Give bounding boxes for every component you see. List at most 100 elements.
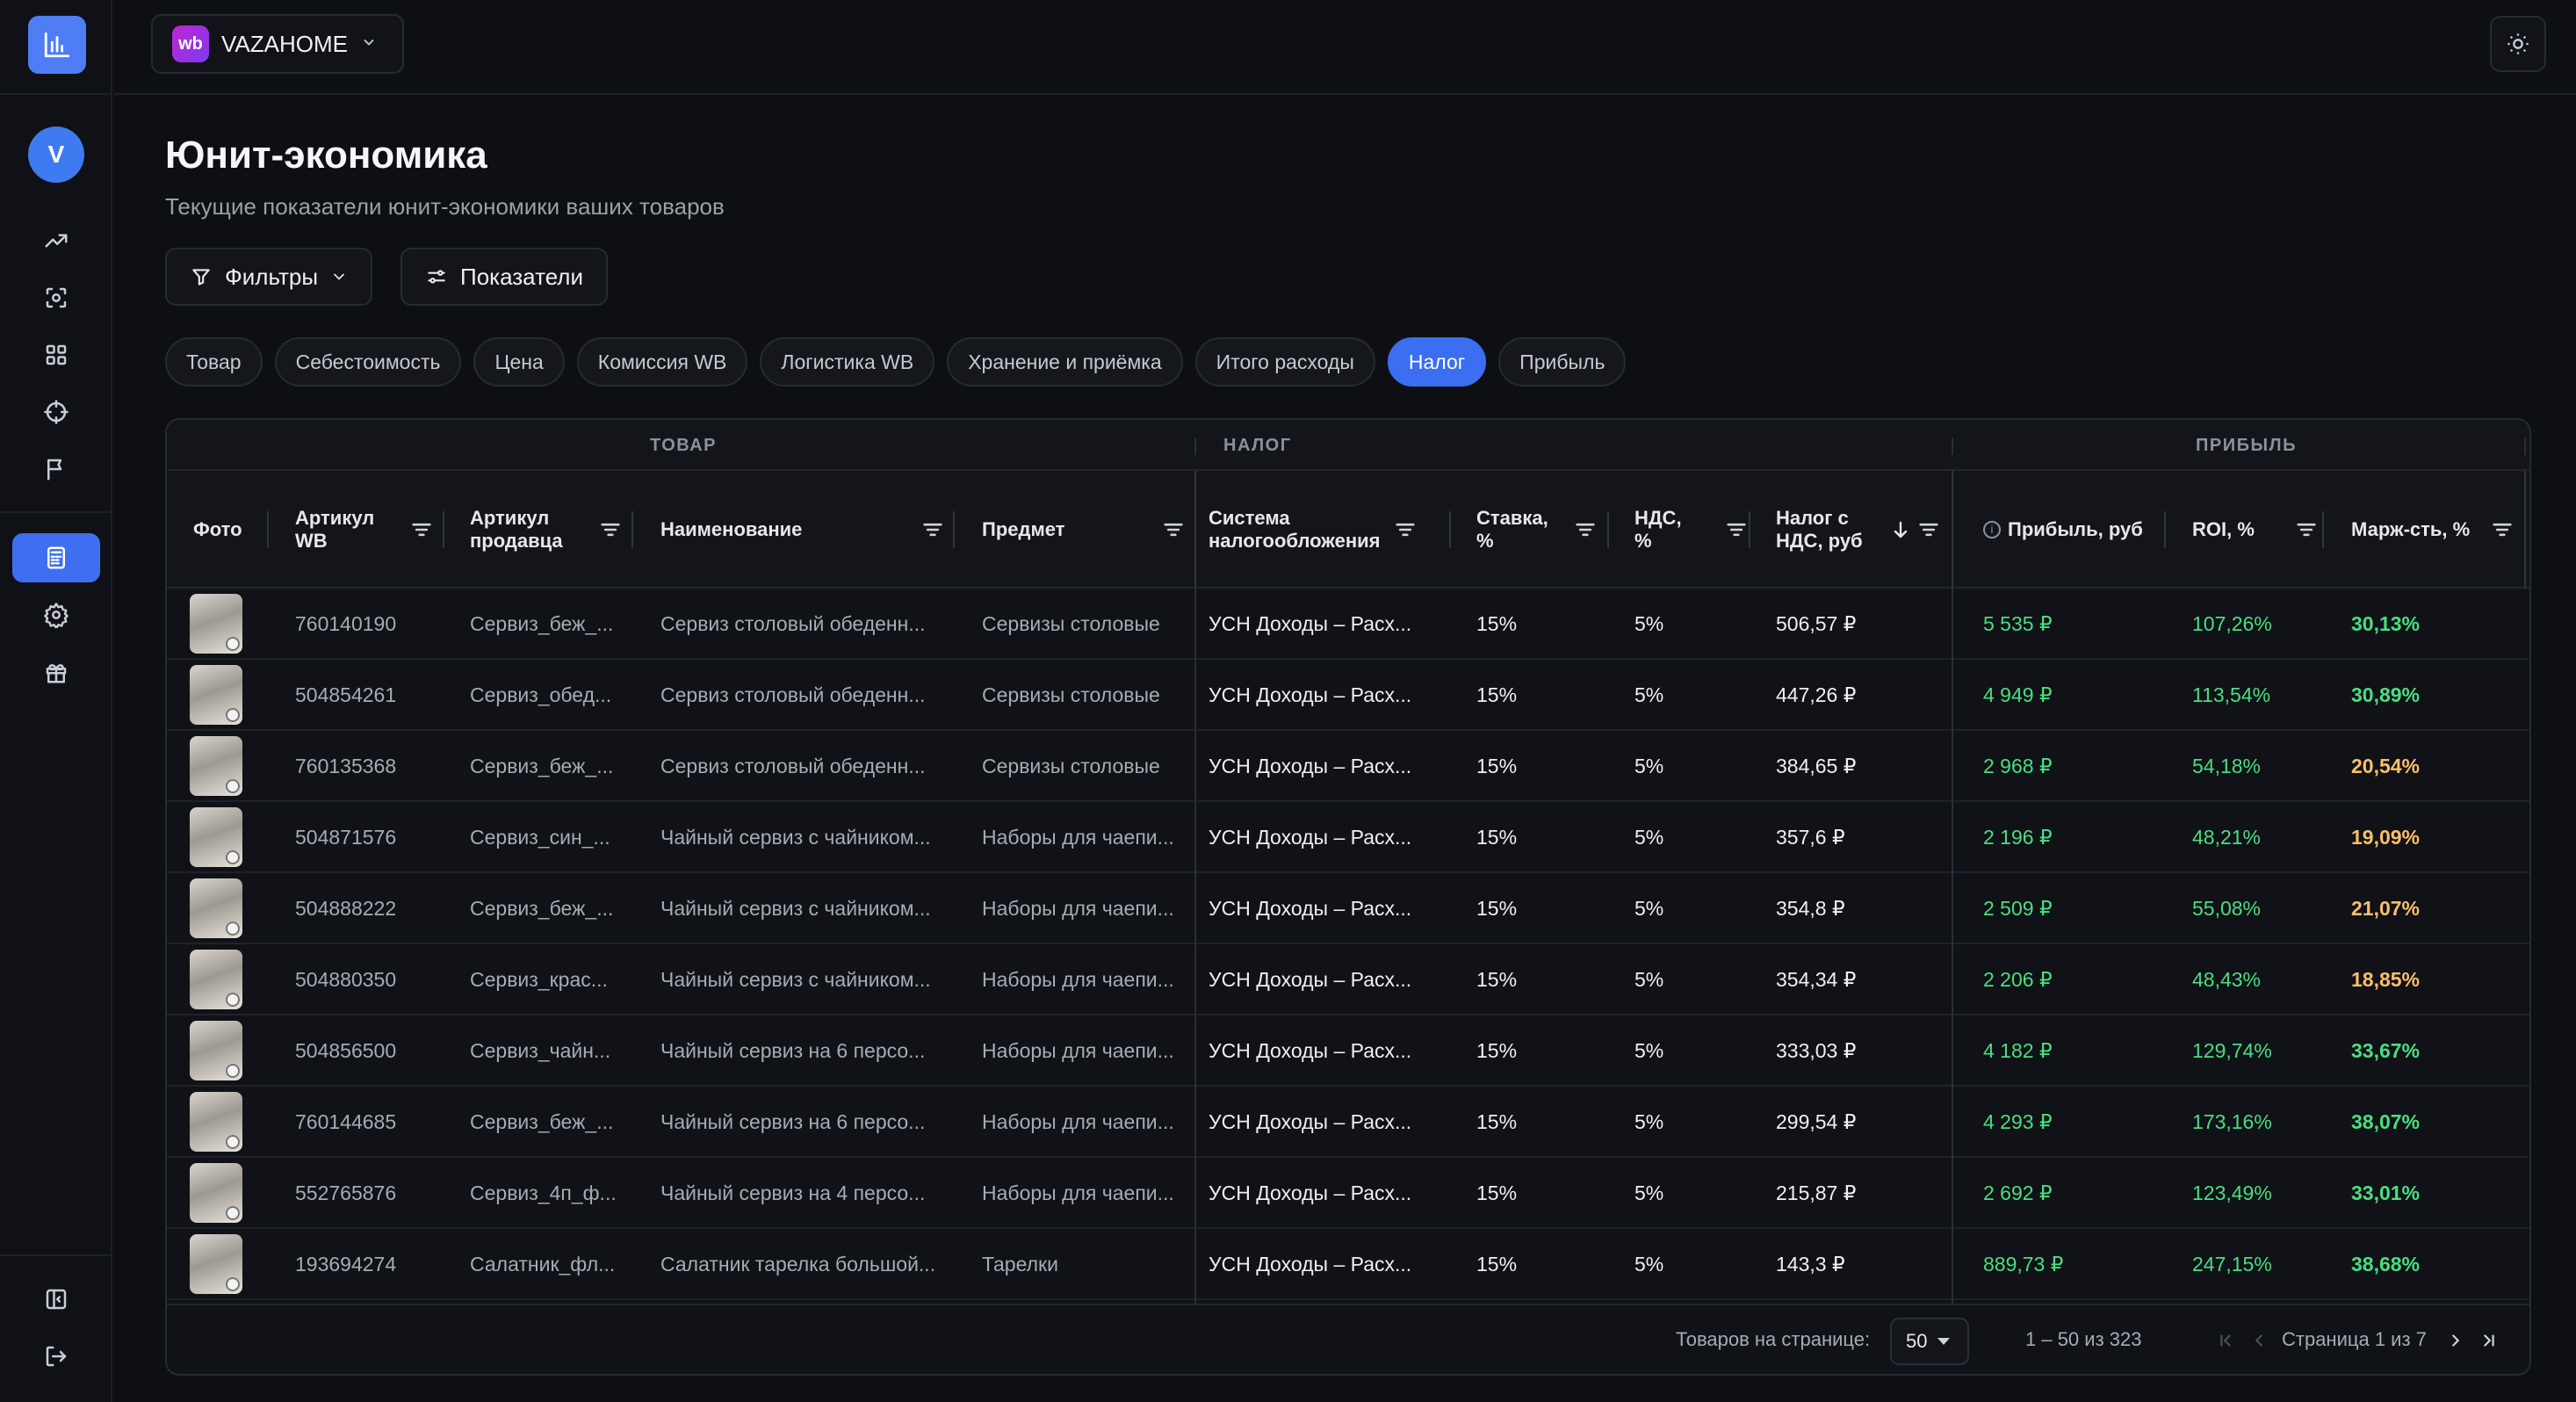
logout-icon[interactable] [35, 1335, 77, 1377]
table-row[interactable]: 760135368 Сервиз_беж_... Сервиз столовый о… [167, 731, 2529, 802]
cell-vat: 5% [1634, 1038, 1664, 1062]
cell-profit: 2 206 ₽ [1983, 967, 2053, 991]
info-icon[interactable]: i [1983, 521, 2001, 538]
cell-rate: 15% [1476, 683, 1518, 706]
col-margin[interactable]: Марж-сть, % [2351, 471, 2525, 589]
target-icon[interactable] [35, 391, 77, 433]
filter-lines-icon[interactable] [1724, 517, 1749, 542]
col-vat[interactable]: НДС,% [1634, 471, 1759, 589]
product-photo[interactable] [190, 807, 242, 867]
col-tax-system[interactable]: Система налогообложения [1209, 471, 1428, 589]
chip-2[interactable]: Цена [473, 337, 565, 387]
sidebar-divider [0, 1254, 112, 1256]
cell-seller: Сервиз_чайн... [470, 1038, 611, 1062]
cell-roi: 129,74% [2192, 1038, 2272, 1062]
product-photo[interactable] [190, 878, 242, 938]
group-divider [1194, 437, 1196, 455]
per-page-label: Товаров на странице: [1676, 1328, 1871, 1350]
scan-icon[interactable] [35, 277, 77, 319]
col-subject[interactable]: Предмет [982, 471, 1196, 589]
trending-up-icon[interactable] [35, 220, 77, 262]
first-page-icon[interactable] [2212, 1325, 2240, 1356]
filter-lines-icon[interactable] [920, 517, 945, 542]
product-photo[interactable] [190, 665, 242, 725]
table-row[interactable]: 504854261 Сервиз_обед... Сервиз столовый о… [167, 660, 2529, 731]
cell-rate: 15% [1476, 896, 1518, 920]
cell-wb: 760135368 [295, 754, 397, 777]
shop-selector[interactable]: wb VAZAHOME [151, 14, 404, 74]
product-photo[interactable] [190, 594, 242, 654]
product-photo[interactable] [190, 1021, 242, 1080]
next-page-icon[interactable] [2442, 1325, 2470, 1356]
cell-tax: 384,65 ₽ [1776, 754, 1857, 777]
per-page-value: 50 [1906, 1330, 1928, 1352]
table-row[interactable]: 193694274 Салатник_фл... Салатник тарелка … [167, 1229, 2529, 1300]
page-title: Юнит-экономика [165, 134, 487, 177]
calculator-icon[interactable] [12, 533, 100, 582]
col-divider [1449, 511, 1451, 548]
product-photo[interactable] [190, 950, 242, 1009]
last-page-icon[interactable] [2475, 1325, 2503, 1356]
table-row[interactable]: 504871576 Сервиз_син_... Чайный сервиз с ч… [167, 802, 2529, 873]
panel-collapse-icon[interactable] [35, 1278, 77, 1320]
filter-lines-icon[interactable] [409, 517, 434, 542]
metrics-button[interactable]: Показатели [400, 248, 608, 306]
filter-lines-icon[interactable] [1161, 517, 1186, 542]
chip-0[interactable]: Товар [165, 337, 263, 387]
filter-lines-icon[interactable] [2294, 517, 2319, 542]
col-divider [1607, 511, 1609, 548]
product-photo[interactable] [190, 736, 242, 796]
chip-4[interactable]: Логистика WB [760, 337, 935, 387]
product-photo[interactable] [190, 1092, 242, 1152]
cell-tax-system: УСН Доходы – Расх... [1209, 1038, 1412, 1062]
table-row[interactable]: 504856500 Сервиз_чайн... Чайный сервиз на … [167, 1015, 2529, 1087]
col-rate[interactable]: Ставка,% [1476, 471, 1608, 589]
filter-lines-icon[interactable] [598, 517, 623, 542]
app-logo-chart-icon[interactable] [28, 16, 86, 74]
per-page-select[interactable]: 50 [1890, 1318, 1969, 1365]
settings-gear-icon[interactable] [35, 594, 77, 636]
group-divider [1194, 471, 1196, 589]
filter-lines-icon[interactable] [1393, 517, 1418, 542]
chip-8[interactable]: Прибыль [1498, 337, 1627, 387]
grid-icon[interactable] [35, 334, 77, 376]
table-row[interactable]: 760144685 Сервиз_беж_... Чайный сервиз на … [167, 1087, 2529, 1158]
product-photo[interactable] [190, 1234, 242, 1294]
chip-5[interactable]: Хранение и приёмка [947, 337, 1183, 387]
cell-tax-system: УСН Доходы – Расх... [1209, 683, 1412, 706]
cell-subject: Наборы для чаепи... [982, 1109, 1174, 1133]
user-avatar[interactable]: V [28, 126, 84, 183]
chip-6[interactable]: Итого расходы [1194, 337, 1375, 387]
col-tax-with-vat[interactable]: Налог с НДС, руб [1776, 471, 1952, 589]
sort-desc-arrow-icon[interactable] [1890, 517, 1911, 542]
caret-down-icon [1937, 1338, 1951, 1345]
col-wb-sku[interactable]: Артикул WB [295, 471, 444, 589]
theme-toggle-sun-icon[interactable] [2490, 16, 2546, 72]
filters-button[interactable]: Фильтры [165, 248, 373, 306]
col-profit[interactable]: i Прибыль, руб [1983, 471, 2159, 589]
col-seller-sku[interactable]: Артикул продавца [470, 471, 633, 589]
filter-lines-icon[interactable] [1916, 517, 1941, 542]
cell-name: Чайный сервиз с чайником... [660, 825, 931, 849]
filter-lines-icon[interactable] [2490, 517, 2515, 542]
chip-3[interactable]: Комиссия WB [576, 337, 748, 387]
prev-page-icon[interactable] [2245, 1325, 2273, 1356]
chip-1[interactable]: Себестоимость [274, 337, 462, 387]
filter-lines-icon[interactable] [1573, 517, 1598, 542]
gift-icon[interactable] [35, 651, 77, 693]
product-photo[interactable] [190, 1163, 242, 1223]
cell-profit: 2 196 ₽ [1983, 825, 2053, 849]
table-row[interactable]: 504888222 Сервиз_беж_... Чайный сервиз с ч… [167, 873, 2529, 944]
flag-icon[interactable] [35, 448, 77, 490]
col-name[interactable]: Наименование [660, 471, 956, 589]
table-row[interactable]: 760140190 Сервиз_беж_... Сервиз столовый о… [167, 589, 2529, 660]
table-row[interactable]: 552765876 Сервиз_4п_ф... Чайный сервиз на … [167, 1158, 2529, 1229]
col-roi[interactable]: ROI, % [2192, 471, 2329, 589]
table-row[interactable]: 504880350 Сервиз_крас... Чайный сервиз с ч… [167, 944, 2529, 1015]
cell-name: Чайный сервиз с чайником... [660, 967, 931, 991]
cell-rate: 15% [1476, 1181, 1518, 1204]
col-vat-label-1: НДС, [1634, 506, 1682, 529]
chip-7[interactable]: Налог [1387, 337, 1487, 387]
col-divider [631, 511, 633, 548]
cell-margin: 33,67% [2351, 1038, 2421, 1062]
